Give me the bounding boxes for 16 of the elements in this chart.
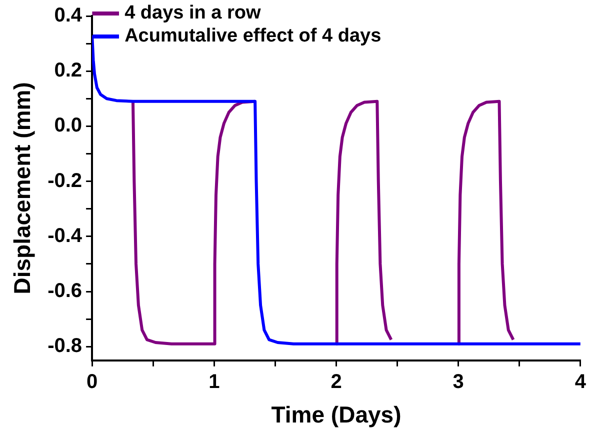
y-tick-label: 0.0 (54, 114, 82, 137)
x-tick-label: 3 (452, 370, 464, 393)
x-tick-label: 1 (208, 370, 220, 393)
x-tick-label: 4 (574, 370, 587, 393)
x-tick-label: 0 (86, 370, 98, 393)
x-axis-title: Time (Days) (271, 402, 402, 428)
y-tick-label: -0.8 (48, 335, 82, 358)
y-axis-title: Displacement (mm) (9, 82, 36, 294)
x-tick-label: 2 (330, 370, 342, 393)
y-tick-label: -0.4 (48, 224, 83, 247)
y-tick-label: 0.2 (54, 60, 82, 82)
legend-label: 4 days in a row (124, 2, 262, 24)
legend-label: Acumutalive effect of 4 days (124, 26, 382, 47)
y-tick-label: 0.4 (54, 4, 83, 27)
y-tick-label: -0.2 (48, 170, 82, 192)
y-tick-label: -0.6 (48, 280, 82, 302)
